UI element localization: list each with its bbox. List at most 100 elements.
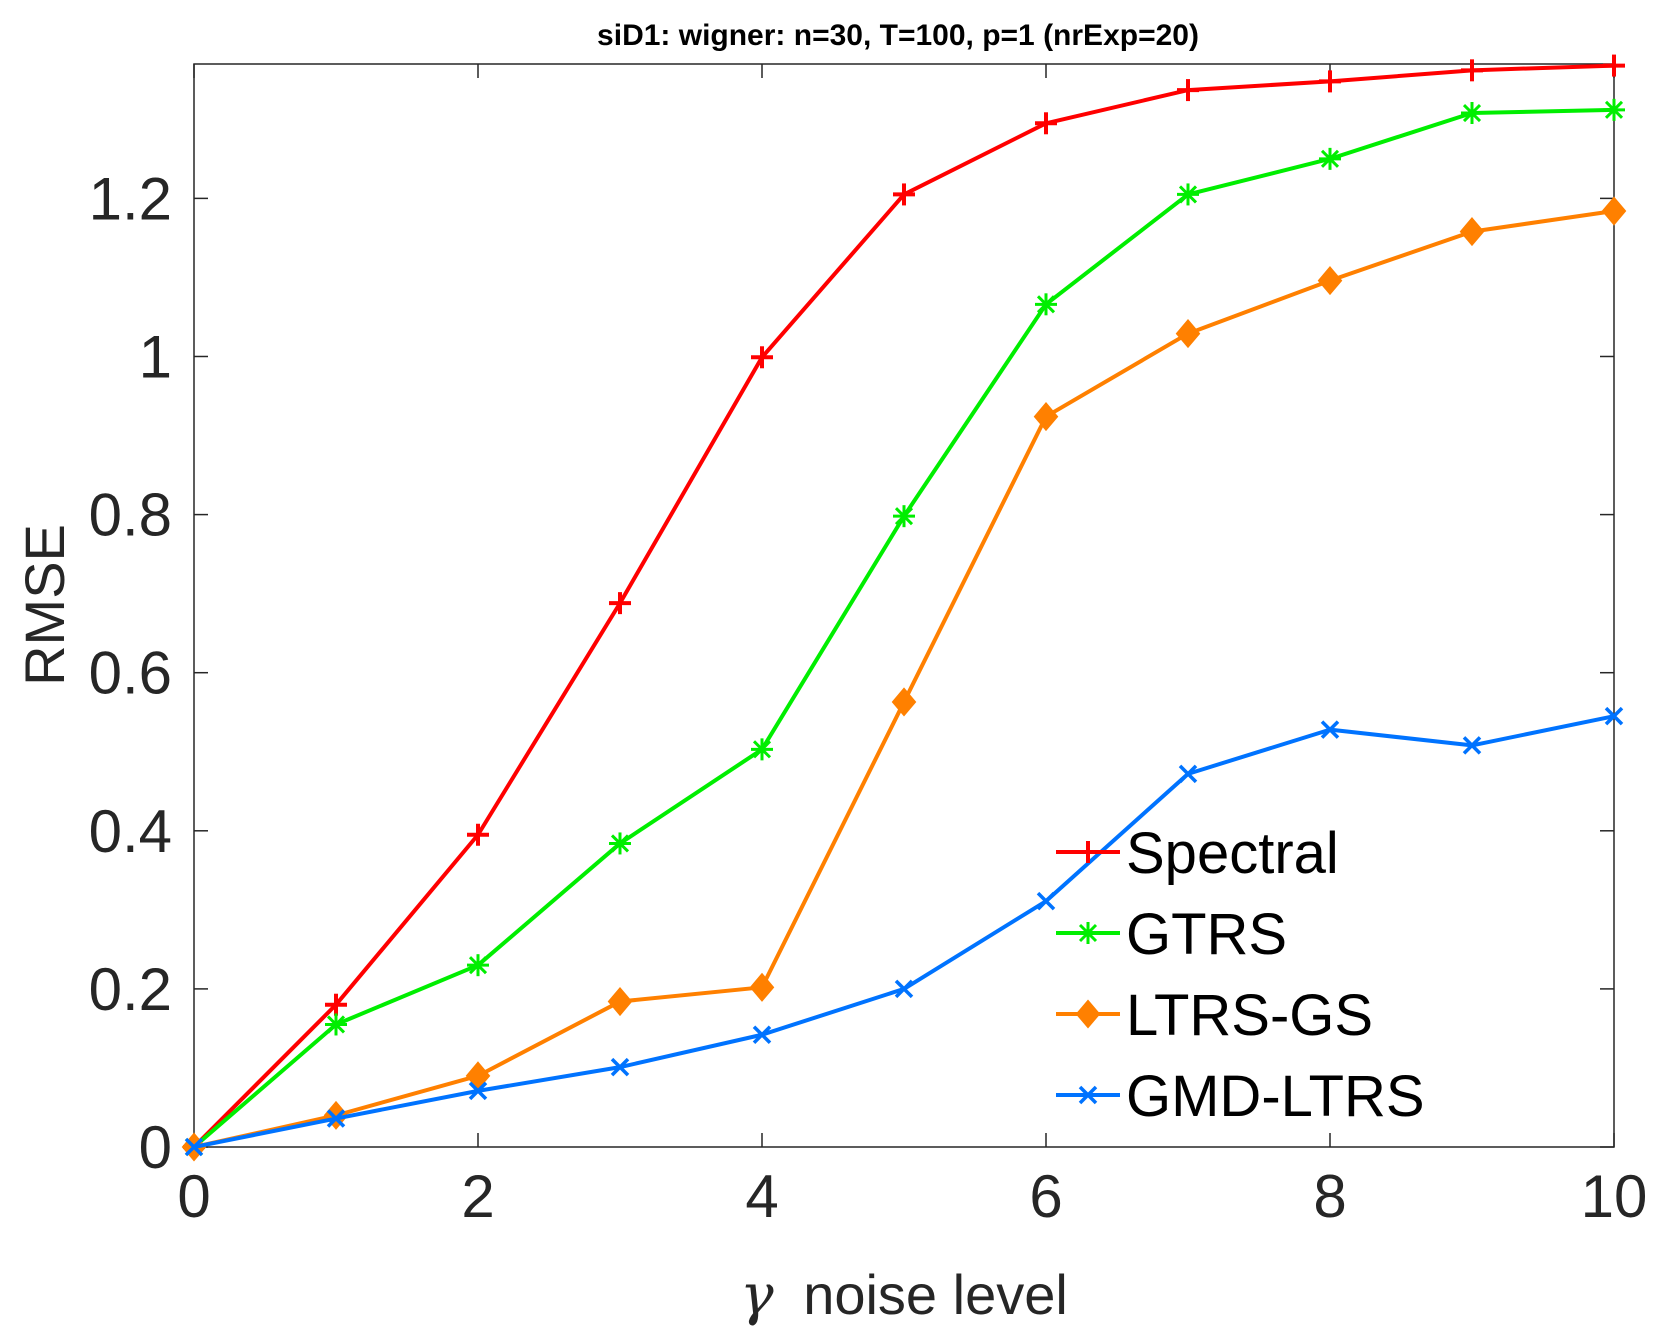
point-marker	[1175, 319, 1201, 349]
data-point	[1036, 891, 1056, 911]
x-tick-label: 8	[1313, 1163, 1346, 1230]
point-marker	[610, 834, 630, 853]
point-marker	[749, 972, 775, 1002]
data-point	[1078, 1085, 1098, 1105]
x-tick-label: 4	[745, 1163, 778, 1230]
point-marker	[1178, 764, 1198, 784]
legend-label: GMD-LTRS	[1126, 1064, 1425, 1129]
point-marker	[326, 1109, 346, 1128]
series-gmd-ltrs	[184, 706, 1624, 1157]
data-point	[326, 1109, 346, 1128]
legend-item: GMD-LTRS	[1056, 1064, 1425, 1129]
point-marker	[752, 740, 772, 759]
legend: Spectral GTRS LTRS-GS GMD-LTRS	[1056, 821, 1425, 1129]
point-marker	[1462, 736, 1482, 755]
data-point	[893, 505, 915, 528]
data-point	[1177, 183, 1199, 206]
point-marker	[184, 1137, 204, 1157]
data-point	[751, 346, 773, 369]
data-point	[891, 687, 917, 717]
data-point	[1603, 54, 1625, 77]
data-point	[609, 592, 631, 615]
x-tick-label: 0	[177, 1163, 210, 1230]
data-point	[751, 738, 773, 761]
data-point	[1177, 79, 1199, 102]
data-point	[1462, 736, 1482, 755]
data-point	[1175, 319, 1201, 349]
data-point	[1035, 112, 1057, 135]
legend-item: GTRS	[1056, 902, 1287, 967]
data-point	[1317, 266, 1343, 296]
point-marker	[1317, 266, 1343, 296]
data-point	[893, 183, 915, 206]
data-point	[609, 832, 631, 855]
point-marker	[1078, 923, 1098, 943]
x-axis-symbol: γ	[740, 1263, 774, 1327]
point-marker	[1320, 149, 1340, 168]
chart-title: siD1: wigner: n=30, T=100, p=1 (nrExp=20…	[597, 19, 1199, 52]
y-tick-label: 1.2	[89, 165, 172, 232]
point-marker	[1462, 103, 1482, 123]
point-marker	[1601, 196, 1627, 226]
point-marker	[891, 687, 917, 717]
data-point	[749, 972, 775, 1002]
point-marker	[1033, 402, 1059, 432]
data-point	[1461, 102, 1483, 125]
point-marker	[752, 1025, 772, 1044]
data-point	[610, 1057, 630, 1077]
point-marker	[468, 1081, 488, 1101]
data-point	[1320, 720, 1340, 739]
x-axis-text: noise level	[803, 1263, 1068, 1326]
data-point	[1601, 196, 1627, 226]
data-point	[1033, 402, 1059, 432]
data-point	[325, 1013, 347, 1036]
point-marker	[607, 986, 633, 1017]
data-point	[1459, 217, 1485, 247]
data-point	[752, 1025, 772, 1044]
data-point	[325, 993, 347, 1016]
point-marker	[894, 979, 914, 999]
legend-item: Spectral	[1056, 821, 1339, 886]
point-marker	[1178, 185, 1198, 204]
point-marker	[1036, 891, 1056, 911]
y-tick-label: 0.8	[89, 482, 172, 549]
axis-ticks: 0 2 4 6 8 10 0 0.2 0.4 0.6 0.8 1 1.2	[89, 64, 1647, 1230]
y-tick-label: 0.2	[89, 956, 172, 1023]
x-tick-label: 2	[461, 1163, 494, 1230]
y-tick-label: 1	[139, 323, 172, 390]
y-tick-label: 0	[139, 1114, 172, 1181]
x-tick-label: 6	[1029, 1163, 1062, 1230]
data-point	[1075, 999, 1101, 1029]
point-marker	[1459, 217, 1485, 247]
point-marker	[1036, 295, 1056, 314]
data-point	[1603, 98, 1625, 121]
y-axis-label: RMSE	[13, 524, 76, 686]
data-point	[1319, 70, 1341, 93]
point-marker	[1320, 720, 1340, 739]
data-point	[1461, 59, 1483, 82]
legend-label: LTRS-GS	[1126, 983, 1373, 1048]
data-point	[467, 954, 489, 977]
legend-label: Spectral	[1126, 821, 1339, 886]
y-tick-label: 0.6	[89, 640, 172, 707]
series-layer	[181, 54, 1627, 1162]
point-marker	[894, 507, 914, 526]
series-spectral	[183, 54, 1625, 1158]
legend-item: LTRS-GS	[1056, 983, 1373, 1048]
data-point	[894, 979, 914, 999]
data-point	[1077, 841, 1099, 863]
series-gtrs	[183, 98, 1625, 1158]
x-axis-label: γ noise level	[740, 1263, 1068, 1327]
point-marker	[610, 1057, 630, 1077]
plot-area	[193, 63, 1615, 1148]
point-marker	[1075, 999, 1101, 1029]
data-point	[1035, 293, 1057, 316]
y-tick-label: 0.4	[89, 798, 172, 865]
legend-label: GTRS	[1126, 902, 1287, 967]
data-point	[1178, 764, 1198, 784]
data-point	[1604, 706, 1624, 726]
point-marker	[1604, 100, 1624, 119]
data-point	[467, 823, 489, 846]
point-marker	[1604, 706, 1624, 726]
